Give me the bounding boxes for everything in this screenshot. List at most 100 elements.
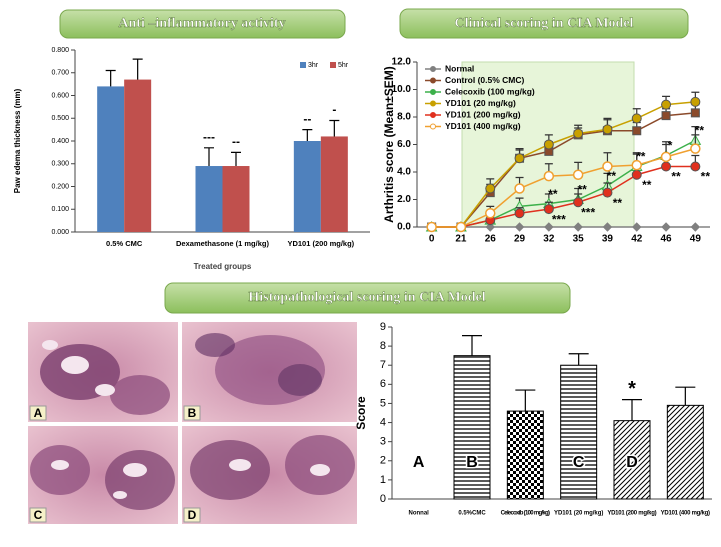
- y-tick-label: 0.000: [51, 229, 69, 236]
- line: [431, 112, 696, 228]
- error-bar: [515, 389, 536, 412]
- marker: [631, 113, 642, 124]
- annotation: **: [607, 169, 617, 183]
- x-axis-label: Treated groups: [194, 262, 252, 271]
- y-tick-label: 1: [380, 474, 386, 486]
- y-tick-label: 0.600: [51, 92, 69, 99]
- marker: [514, 222, 525, 232]
- x-tick-label: 49: [690, 234, 702, 245]
- legend-label: 5hr: [338, 62, 349, 69]
- marker: [690, 143, 701, 154]
- marker: [690, 108, 700, 118]
- error-bar: [462, 335, 482, 356]
- banner: [164, 282, 571, 314]
- bar: [613, 420, 651, 500]
- x-tick-label: 42: [631, 234, 643, 245]
- y-tick-label: 3: [380, 436, 386, 448]
- marker: [602, 161, 613, 172]
- marker: [661, 111, 671, 121]
- y-axis-label: Paw edema thickness (mm): [13, 88, 22, 193]
- marker: [572, 169, 584, 180]
- annotation: **: [548, 187, 558, 201]
- x-tick-label: 21: [455, 234, 467, 245]
- histology-panel: D: [182, 426, 357, 524]
- legend-label: 3hr: [308, 62, 319, 69]
- y-axis-label: Arthritis score (Mean±SEM): [382, 66, 396, 223]
- legend-swatch: [300, 62, 306, 68]
- bar: [124, 79, 152, 232]
- error-bar: [231, 151, 241, 167]
- error-bar: [204, 147, 214, 167]
- line: [431, 101, 696, 228]
- bar-letter: B: [466, 454, 478, 471]
- y-tick-label: 0.700: [51, 70, 69, 77]
- marker: [632, 222, 642, 232]
- x-tick-label: Celecoxib (100 mg/kg): [501, 511, 550, 517]
- x-tick-label: Dexamethasone (1 mg/kg): [176, 239, 269, 248]
- y-tick-label: 5: [380, 397, 386, 409]
- marker: [602, 222, 613, 232]
- y-tick-label: 0: [380, 493, 386, 505]
- x-tick-label: 0: [429, 234, 435, 245]
- bar-letter: D: [626, 454, 638, 471]
- x-tick-label: YD101 (200 mg/kg): [287, 239, 354, 248]
- legend-marker: [430, 100, 436, 107]
- chart-title: Histopathological scoring in CIA Model: [248, 290, 485, 305]
- x-tick-label: 32: [543, 234, 555, 245]
- legend-marker: [430, 77, 436, 84]
- marker: [426, 221, 437, 233]
- marker: [602, 187, 613, 198]
- y-axis-label: Score: [354, 396, 368, 430]
- chart-title: Clinical scoring in CIA Model: [455, 16, 634, 31]
- annotation: --: [303, 112, 311, 126]
- marker: [573, 222, 583, 232]
- error-bar: [329, 119, 340, 137]
- legend-label: YD101 (20 mg/kg): [445, 98, 516, 108]
- marker: [690, 161, 701, 172]
- marker: [661, 222, 671, 232]
- legend-marker: [430, 66, 436, 72]
- error-bar: [568, 353, 589, 366]
- legend-label: Normal: [445, 63, 474, 73]
- line: [431, 147, 696, 228]
- annotation: **: [577, 183, 587, 197]
- bar: [293, 141, 321, 232]
- annotation: **: [642, 178, 652, 192]
- marker: [632, 126, 642, 136]
- panel-label: B: [188, 406, 197, 420]
- banners: Anti –inflammatory activity Clinical sco…: [59, 8, 689, 314]
- error-bar: [105, 69, 116, 87]
- y-tick-label: 9: [380, 321, 386, 333]
- bar: [666, 404, 704, 500]
- y-tick-label: 0.200: [51, 183, 69, 190]
- legend-marker: [430, 89, 436, 95]
- panel-label: C: [34, 508, 43, 522]
- annotation: ---: [203, 130, 215, 144]
- marker: [573, 197, 584, 208]
- annotation: -: [332, 103, 336, 117]
- annotation: ***: [581, 205, 595, 219]
- marker: [543, 170, 555, 182]
- marker: [485, 183, 496, 194]
- y-tick-label: 0.500: [51, 115, 69, 122]
- marker: [602, 124, 613, 135]
- x-tick-label: 0.5% CMC: [106, 239, 143, 248]
- bar: [320, 136, 348, 232]
- histology-panel: B: [182, 322, 357, 422]
- marker: [514, 153, 525, 164]
- annotation: *: [628, 378, 636, 400]
- legend-marker: [430, 123, 436, 130]
- annotation: **: [671, 170, 681, 184]
- marker: [514, 208, 525, 219]
- x-tick-label: 26: [485, 234, 497, 245]
- annotation: **: [695, 124, 705, 138]
- bar: [195, 166, 223, 232]
- y-tick-label: 2: [380, 455, 386, 467]
- y-tick-label: 2.0: [397, 194, 411, 205]
- y-tick-label: 6: [380, 378, 386, 390]
- bar: [222, 166, 250, 232]
- y-tick-label: 0.800: [51, 47, 69, 54]
- error-bar: [132, 58, 143, 80]
- marker: [543, 139, 554, 150]
